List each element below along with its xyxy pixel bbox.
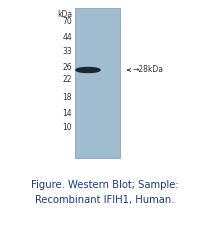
Text: 70: 70 (62, 17, 72, 27)
Text: →28kDa: →28kDa (133, 66, 164, 74)
Ellipse shape (76, 67, 100, 73)
Text: 44: 44 (62, 34, 72, 43)
Text: 14: 14 (62, 110, 72, 118)
Text: 18: 18 (63, 94, 72, 102)
Text: Recombinant IFIH1, Human.: Recombinant IFIH1, Human. (35, 195, 175, 205)
Text: 22: 22 (63, 75, 72, 85)
Text: 33: 33 (62, 47, 72, 56)
Bar (75, 8, 120, 158)
Text: 26: 26 (62, 63, 72, 73)
Text: Figure. Western Blot; Sample:: Figure. Western Blot; Sample: (31, 180, 179, 190)
Text: 10: 10 (62, 124, 72, 133)
Text: kDa: kDa (57, 10, 72, 19)
